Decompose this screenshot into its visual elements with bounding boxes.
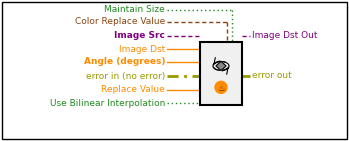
Text: Angle (degrees): Angle (degrees) bbox=[83, 58, 165, 67]
Text: Replace Value: Replace Value bbox=[101, 85, 165, 94]
Text: error in (no error): error in (no error) bbox=[86, 71, 165, 81]
Text: Image Dst: Image Dst bbox=[119, 45, 165, 53]
Text: ♨: ♨ bbox=[217, 84, 225, 93]
Bar bbox=[200, 42, 242, 105]
Text: Image Dst Out: Image Dst Out bbox=[252, 31, 318, 40]
Circle shape bbox=[215, 81, 227, 93]
Text: Image Src: Image Src bbox=[114, 31, 165, 40]
Text: Maintain Size: Maintain Size bbox=[104, 5, 165, 15]
Text: Color Replace Value: Color Replace Value bbox=[75, 17, 165, 27]
Text: Use Bilinear Interpolation: Use Bilinear Interpolation bbox=[50, 99, 165, 107]
Polygon shape bbox=[216, 61, 226, 70]
Text: error out: error out bbox=[252, 71, 292, 81]
